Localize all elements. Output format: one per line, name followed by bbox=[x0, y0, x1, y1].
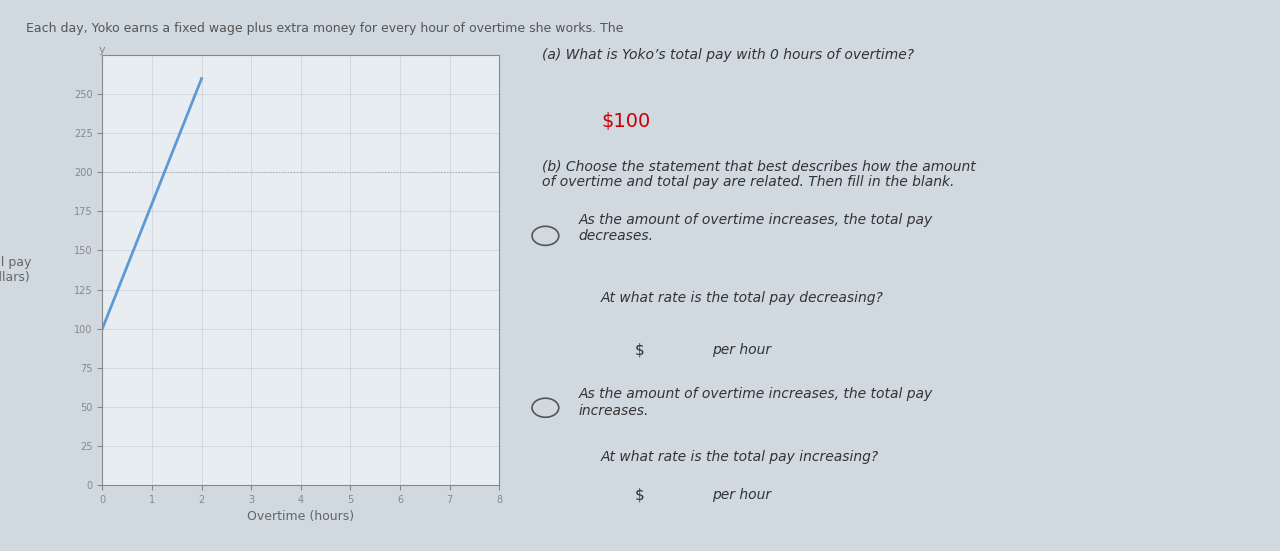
Text: $: $ bbox=[635, 488, 644, 503]
Text: (b) Choose the statement that best describes how the amount
of overtime and tota: (b) Choose the statement that best descr… bbox=[541, 159, 975, 190]
Text: As the amount of overtime increases, the total pay
decreases.: As the amount of overtime increases, the… bbox=[579, 213, 933, 243]
Text: per hour: per hour bbox=[713, 343, 772, 356]
Text: As the amount of overtime increases, the total pay
increases.: As the amount of overtime increases, the… bbox=[579, 387, 933, 418]
Text: Each day, Yoko earns a fixed wage plus extra money for every hour of overtime sh: Each day, Yoko earns a fixed wage plus e… bbox=[26, 22, 627, 35]
Y-axis label: Total pay
(dollars): Total pay (dollars) bbox=[0, 256, 31, 284]
Text: At what rate is the total pay increasing?: At what rate is the total pay increasing… bbox=[602, 450, 879, 464]
Text: $: $ bbox=[635, 342, 644, 357]
X-axis label: Overtime (hours): Overtime (hours) bbox=[247, 510, 355, 523]
Text: (a) What is Yoko’s total pay with 0 hours of overtime?: (a) What is Yoko’s total pay with 0 hour… bbox=[541, 48, 914, 62]
Text: $100: $100 bbox=[602, 111, 650, 131]
Text: At what rate is the total pay decreasing?: At what rate is the total pay decreasing… bbox=[602, 291, 884, 305]
Text: y: y bbox=[99, 45, 106, 55]
Text: per hour: per hour bbox=[713, 488, 772, 502]
